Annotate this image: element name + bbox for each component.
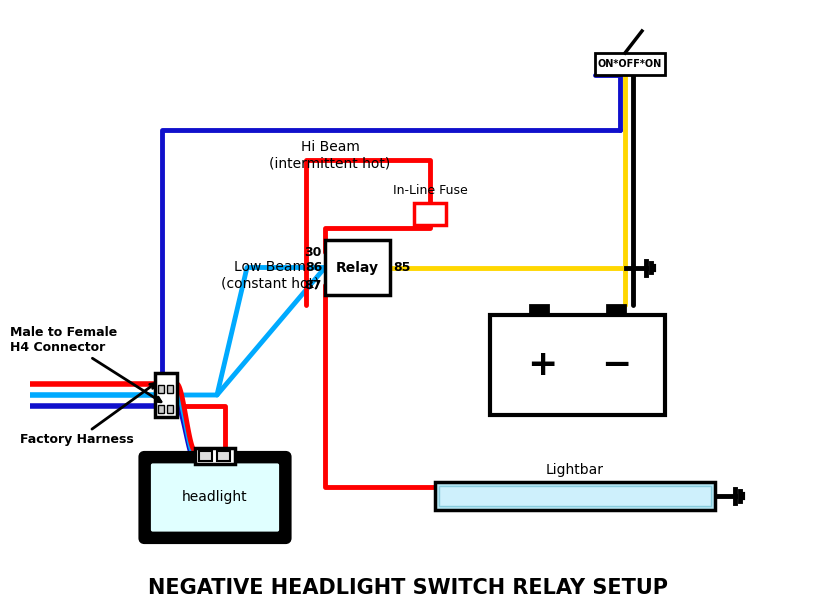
Text: Lightbar: Lightbar xyxy=(546,463,604,477)
Bar xyxy=(167,405,173,413)
Text: headlight: headlight xyxy=(183,490,248,505)
Text: −: − xyxy=(601,348,631,382)
Text: In-Line Fuse: In-Line Fuse xyxy=(393,184,467,197)
Bar xyxy=(607,305,625,315)
Bar xyxy=(199,451,212,461)
Text: 86: 86 xyxy=(305,261,322,274)
Bar xyxy=(414,203,446,225)
Text: 85: 85 xyxy=(393,261,411,274)
FancyBboxPatch shape xyxy=(149,462,280,533)
Bar xyxy=(325,240,390,295)
Text: Hi Beam
(intermittent hot): Hi Beam (intermittent hot) xyxy=(270,140,390,170)
Text: 30: 30 xyxy=(305,246,322,259)
Bar xyxy=(217,451,230,461)
Bar xyxy=(195,448,235,464)
Text: NEGATIVE HEADLIGHT SWITCH RELAY SETUP: NEGATIVE HEADLIGHT SWITCH RELAY SETUP xyxy=(148,578,667,598)
Text: ON*OFF*ON: ON*OFF*ON xyxy=(598,59,662,69)
Text: Low Beam
(constant hot): Low Beam (constant hot) xyxy=(221,260,319,290)
Bar xyxy=(530,305,548,315)
FancyBboxPatch shape xyxy=(140,453,289,542)
Text: 87: 87 xyxy=(305,278,322,291)
Bar xyxy=(155,373,177,417)
Bar xyxy=(490,315,665,415)
Bar xyxy=(595,53,665,75)
Bar xyxy=(167,385,173,393)
Text: Male to Female
H4 Connector: Male to Female H4 Connector xyxy=(10,326,161,402)
Text: Factory Harness: Factory Harness xyxy=(20,383,155,447)
Text: Relay: Relay xyxy=(336,261,379,275)
Bar xyxy=(158,385,164,393)
Bar xyxy=(439,486,711,506)
Text: +: + xyxy=(527,348,557,382)
Bar xyxy=(158,405,164,413)
Bar xyxy=(435,482,715,510)
